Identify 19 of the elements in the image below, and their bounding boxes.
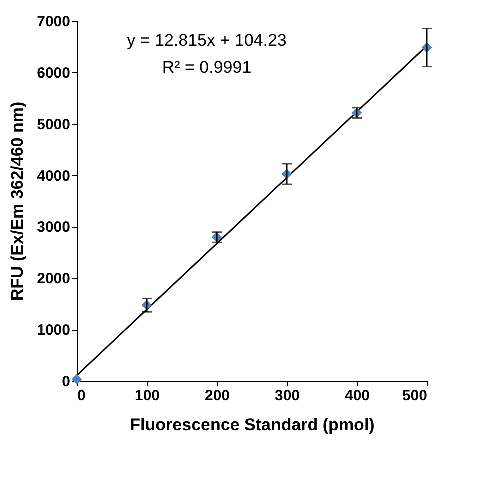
y-tick-label: 7000: [37, 14, 70, 30]
x-tick-label: 300: [274, 388, 300, 404]
point: [72, 374, 82, 385]
annotation: R² = 0.9991: [162, 58, 252, 77]
annotation: y = 12.815x + 104.23: [127, 31, 287, 50]
y-tick-label: 3000: [37, 219, 70, 236]
y-tick-label: 2000: [37, 270, 70, 288]
y-tick-label: 6000: [37, 64, 70, 82]
x-tick-label: 0: [78, 388, 86, 404]
y-tick-label: 4000: [37, 168, 70, 185]
y-tick-label: 1000: [37, 322, 70, 340]
x-tick-label: 200: [204, 388, 230, 404]
y-axis-title: RFU (Ex/Em 362/460 nm): [8, 102, 28, 302]
x-axis-title: Fluorescence Standard (pmol): [130, 416, 375, 434]
x-tick-label: 100: [134, 388, 160, 404]
y-tick-label: 5000: [37, 116, 70, 134]
x-tick-label: 400: [344, 388, 370, 404]
y-tick-label: 0: [62, 374, 70, 390]
x-tick-label: 500: [402, 388, 428, 404]
